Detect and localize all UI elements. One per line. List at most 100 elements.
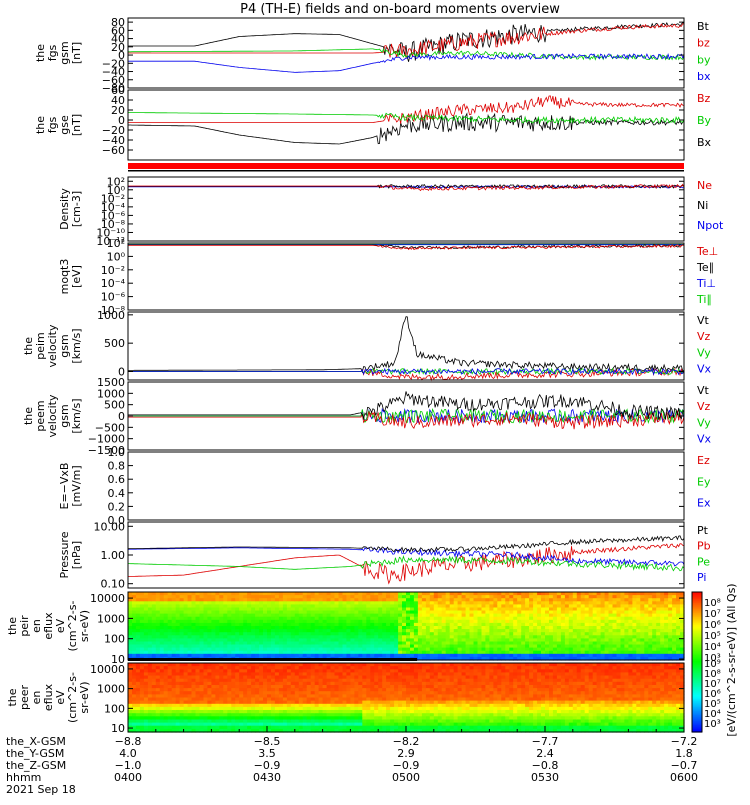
spectrogram-cell [366,701,371,705]
y-tick-label: 0.2 [108,500,126,513]
panel-density: 10²10⁰10⁻²10⁻⁴10⁻⁶10⁻⁸10⁻¹⁰10⁻¹²Density[… [58,175,724,248]
spectrogram-cell [223,726,228,730]
spectrogram-cell [358,710,363,714]
spectrogram-cell [235,691,240,695]
spectrogram-cell [323,666,328,670]
spectrogram-cell [172,701,177,705]
spectrogram-cell [406,710,411,714]
spectrogram-cell [279,710,284,714]
spectrogram-cell [394,676,399,680]
spectrogram-cell [331,710,336,714]
spectrogram-cell [406,691,411,695]
spectrogram-cell [180,666,185,670]
spectrogram-cell [414,716,419,720]
spectrogram-cell [247,710,252,714]
panel-moqt3: 10²10⁰10⁻²10⁻⁴10⁻⁶10⁻⁸moqt3[eV]Te⊥Te∥Ti⊥… [58,237,718,317]
spectrogram-cell [196,716,201,720]
spectrogram-cell [251,716,256,720]
spectrogram-cell [207,676,212,680]
spectrogram-cell [386,716,391,720]
spectrogram-cell [339,682,344,686]
spectrogram-cell [374,701,379,705]
spectrogram-cell [267,666,272,670]
spectrogram-cell [223,701,228,705]
y-axis-label: sr-eV) [78,610,91,642]
spectrogram-cell [128,726,133,730]
legend-label: Pi [697,571,706,584]
spectrogram-cell [235,666,240,670]
spectrogram-cell [196,726,201,730]
spectrogram-cell [279,682,284,686]
spectrogram-cell [331,691,336,695]
spectrogram-cell [263,710,268,714]
spectrogram-cell [156,676,161,680]
legend-label: Vt [697,314,710,327]
spectrogram-cell [140,691,145,695]
spectrogram-cell [378,676,383,680]
spectrogram-cell [418,666,423,670]
legend-label: Te∥ [696,261,714,274]
spectrogram-cell [251,726,256,730]
spectrogram-cell [362,691,367,695]
spectrogram-cell [350,716,355,720]
spectrogram-cell [211,666,216,670]
legend-label: Vt [697,384,710,397]
y-tick-label: 10⁻⁴ [101,277,126,290]
spectrogram-cell [184,666,189,670]
legend-label: Vx [697,433,712,446]
spectrogram-cell [350,666,355,670]
spectrogram-cell [172,676,177,680]
spectrogram-cell [358,701,363,705]
spectrogram-cell [267,716,272,720]
spectrogram-cell [366,710,371,714]
spectrogram-cell [346,710,351,714]
spectrogram-cell [235,676,240,680]
spectrogram-cell [374,710,379,714]
legend-label: By [697,114,712,127]
spectrogram-cell [219,716,224,720]
spectrogram-cell [406,701,411,705]
legend-label: bx [697,70,711,83]
spectrogram-cell [402,701,407,705]
spectrogram-cell [255,666,260,670]
spectrogram-cell [184,682,189,686]
spectrogram-cell [323,710,328,714]
spectrogram-cell [219,691,224,695]
legend-label: Vy [697,416,711,429]
spectrogram-cell [323,716,328,720]
spectrogram-cell [414,676,419,680]
spectrogram-cell [374,691,379,695]
spectrogram-cell [207,666,212,670]
status-bar-red [128,163,684,169]
spectrogram-cell [275,710,280,714]
y-tick-label: 500 [104,337,125,350]
spectrogram-cell [156,710,161,714]
spectrogram-cell [295,701,300,705]
spectrogram-cell [207,716,212,720]
spectrogram-cell [378,726,383,730]
legend-label: Te⊥ [696,245,718,258]
spectrogram-cell [200,716,205,720]
spectrogram-cell [168,691,173,695]
spectrogram-cell [366,682,371,686]
spectrogram-cell [390,701,395,705]
spectrogram-cell [128,691,133,695]
spectrogram-cell [255,701,260,705]
spectrogram-cell [239,726,244,730]
spectrogram-cell [323,676,328,680]
spectrogram-cell [164,682,169,686]
spectrogram-cell [406,676,411,680]
spectrogram-cell [386,701,391,705]
spectrogram-cell [164,701,169,705]
spectrogram-cell [255,710,260,714]
spectrogram-cell [140,676,145,680]
spectrogram-cell [402,676,407,680]
legend-label: Ti⊥ [696,277,716,290]
spectrogram-cell [152,726,157,730]
spectrogram-cell [422,666,427,670]
spectrogram-cell [335,701,340,705]
spectrogram-cell [211,691,216,695]
spectrogram-cell [263,666,268,670]
spectrogram-cell [227,710,232,714]
